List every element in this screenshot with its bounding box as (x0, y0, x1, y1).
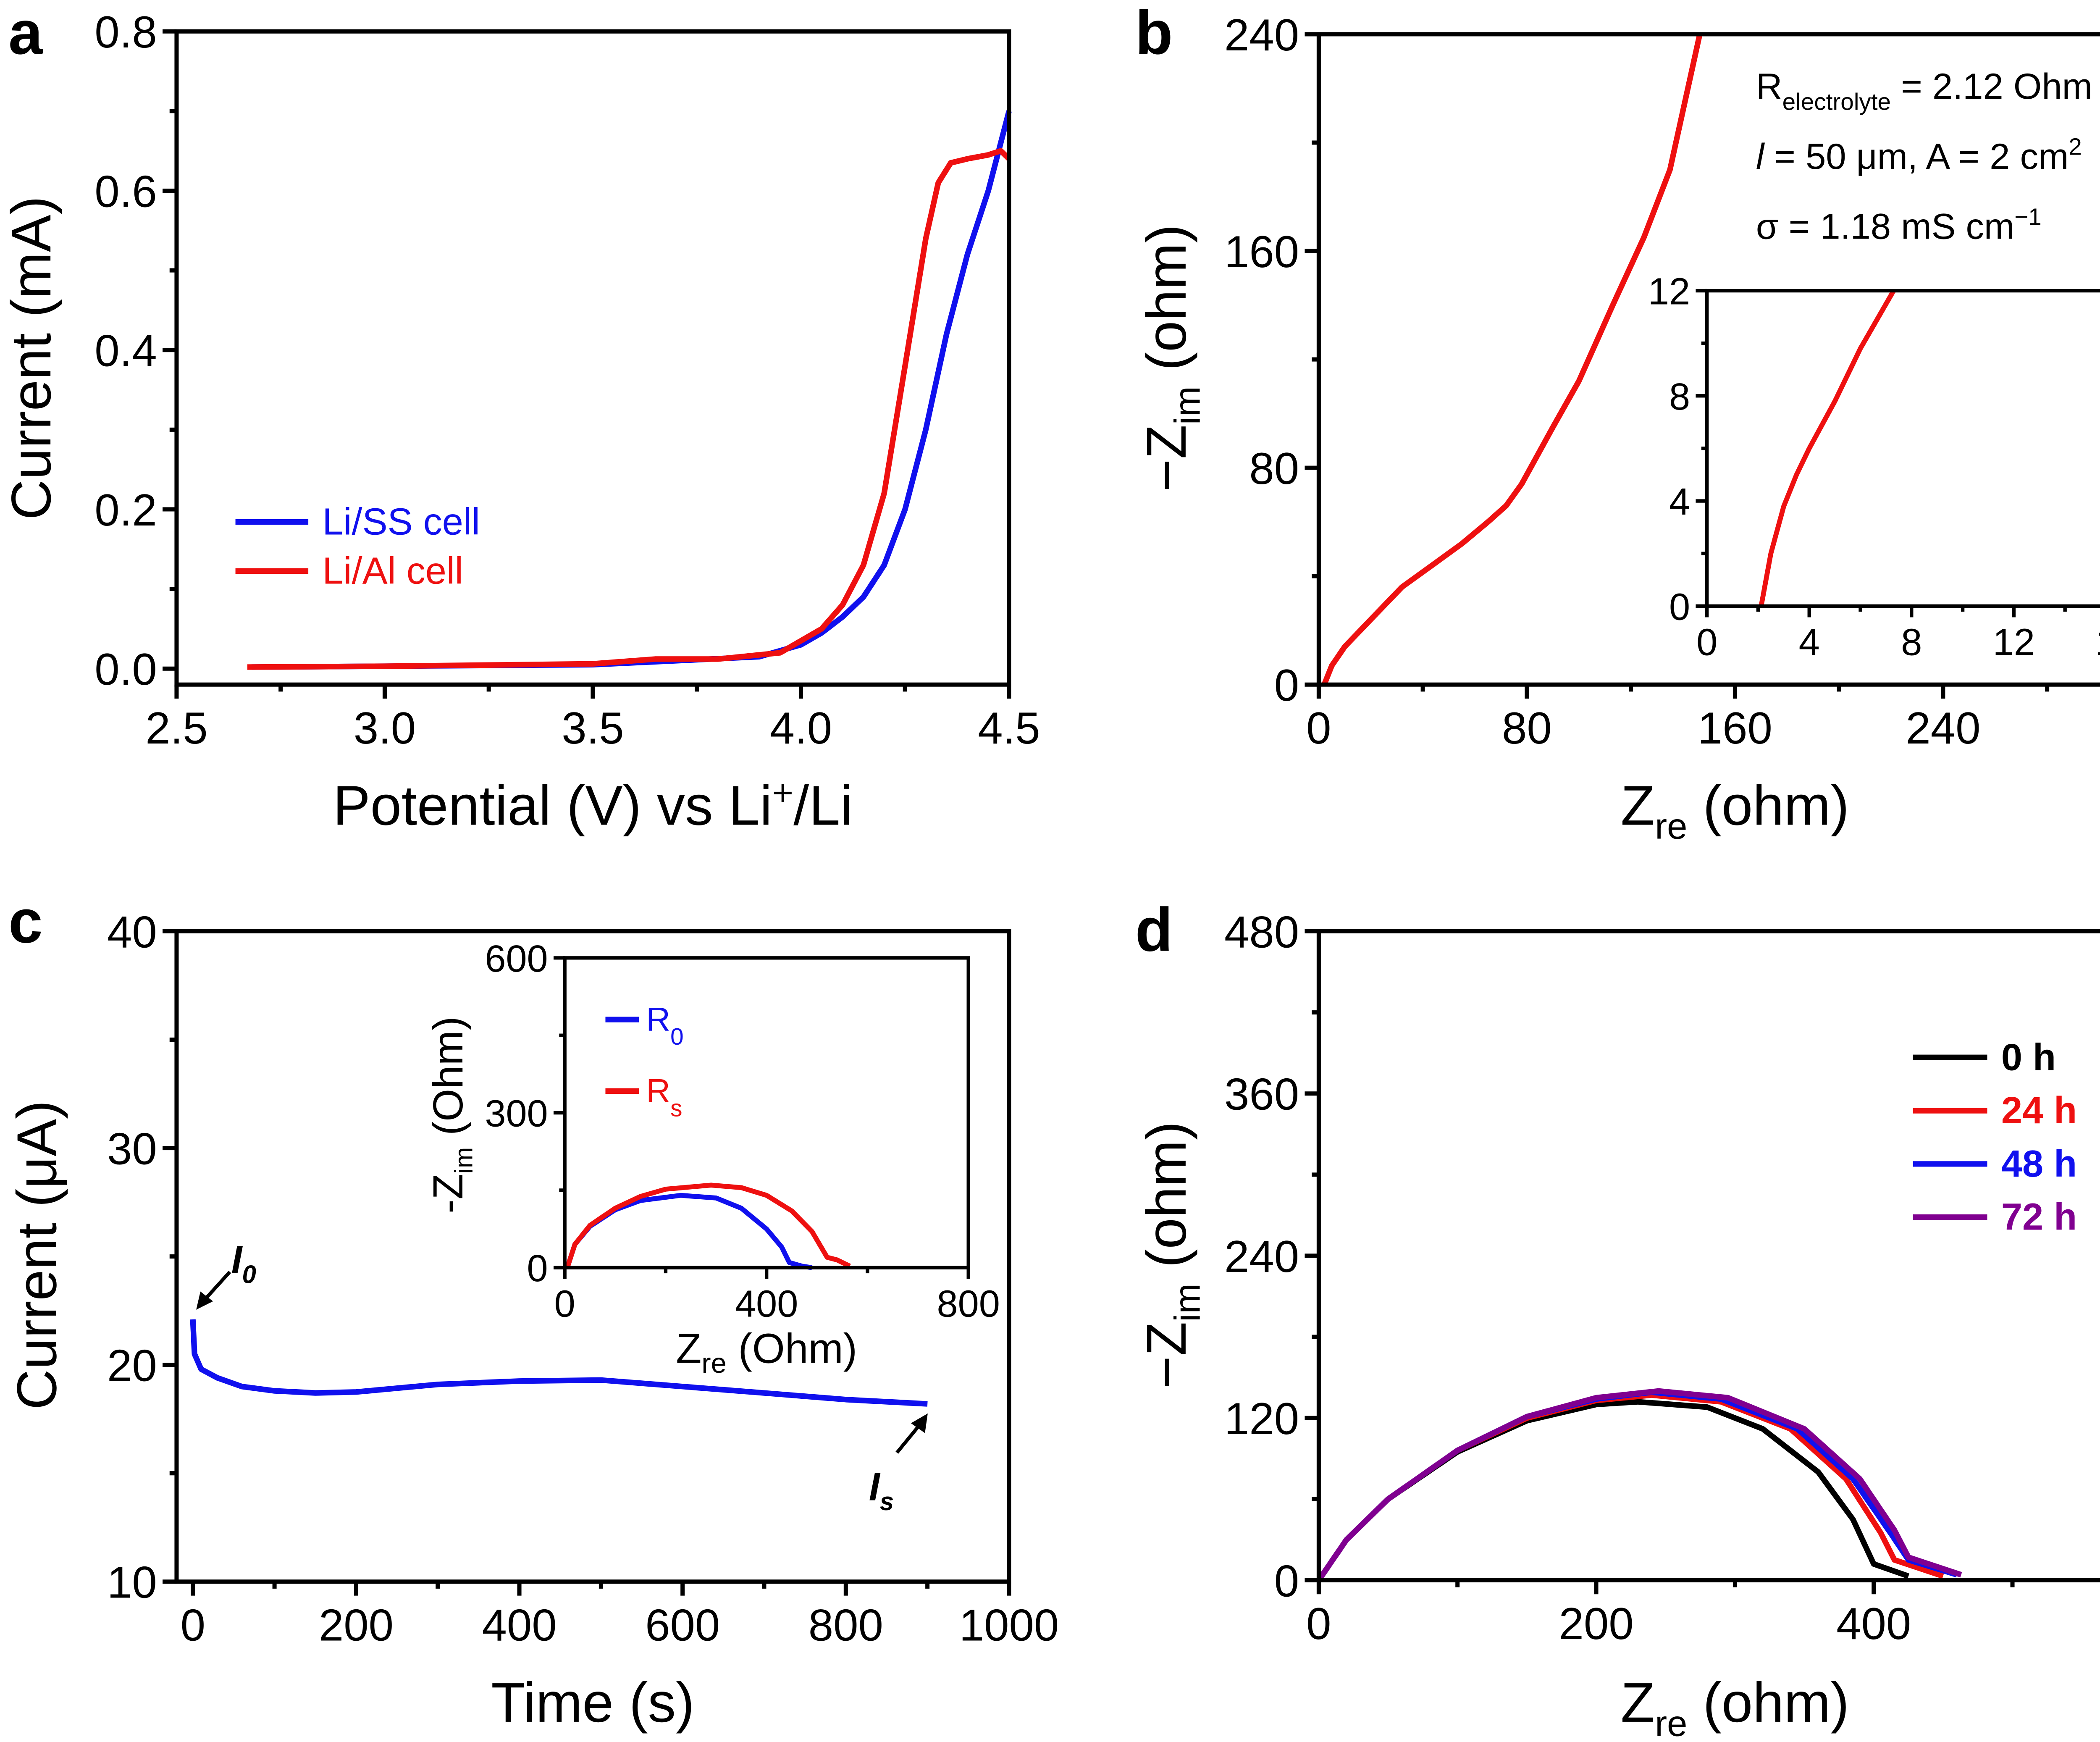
c-ylabel: Current (μA) (5, 1100, 68, 1410)
a-ylabel: Current (mA) (0, 196, 63, 520)
c-ytick-label: 30 (107, 1124, 157, 1174)
b-xtick-label: 240 (1906, 703, 1980, 753)
is-arrowhead (911, 1413, 928, 1433)
i0-arrowhead (196, 1291, 213, 1310)
b-inset-ytick-label: 4 (1669, 481, 1690, 523)
d-series-3 (1316, 1388, 1962, 1582)
c-xtick-label: 0 (181, 1600, 205, 1650)
legend-label-r0: R0 (646, 1001, 683, 1050)
c-inset-ylabel: -Zim (Ohm) (425, 1016, 478, 1213)
panel-letter-d: d (1135, 896, 1173, 964)
c-inset-ytick-label: 600 (485, 938, 548, 980)
legend-label-24h: 24 h (2001, 1089, 2077, 1132)
legend-label-li-al: Li/Al cell (322, 549, 463, 592)
c-ytick-label: 10 (107, 1557, 157, 1608)
c-inset-ytick-label: 300 (485, 1093, 548, 1135)
legend-label-0h: 0 h (2001, 1036, 2056, 1078)
d-ytick-label: 240 (1224, 1231, 1299, 1282)
a-ytick-label: 0.6 (94, 166, 157, 216)
i0-arrow (202, 1271, 231, 1303)
c-xtick-label: 200 (319, 1600, 394, 1650)
b-xtick-label: 0 (1306, 703, 1331, 753)
a-xtick-label: 4.5 (978, 703, 1040, 753)
panel-letter-b: b (1135, 0, 1173, 67)
d-xtick-label: 200 (1559, 1598, 1633, 1649)
d-ylabel: −Zim (ohm) (1135, 1121, 1208, 1389)
b-xtick-label: 80 (1502, 703, 1552, 753)
panel-letter-c: c (8, 887, 43, 956)
b-xlabel: Zre (ohm) (1621, 774, 1849, 846)
c-inset-xlabel: Zre (Ohm) (676, 1325, 857, 1379)
b-inset-xtick-label: 16 (2095, 621, 2100, 664)
a-xtick-label: 3.0 (354, 703, 416, 753)
b-annotation-conductivity: σ = 1.18 mS cm−1 (1756, 204, 2042, 247)
c-xtick-label: 800 (808, 1600, 883, 1650)
b-annotation-resistance: Relectrolyte = 2.12 Ohm (1756, 66, 2092, 116)
c-inset-series-1 (565, 1182, 851, 1269)
legend-label-72h: 72 h (2001, 1196, 2077, 1238)
c-inset-xtick-label: 400 (735, 1283, 798, 1325)
i0-label: I0 (231, 1238, 256, 1288)
b-annotation-geometry: l = 50 μm, A = 2 cm2 (1756, 134, 2082, 176)
b-inset-series-0 (1759, 289, 1896, 607)
a-ytick-label: 0.2 (94, 485, 157, 535)
b-inset-xtick-label: 8 (1901, 621, 1922, 664)
d-legend: 0 h 24 h 48 h 72 h (1913, 1036, 2077, 1238)
c-ytick-label: 20 (107, 1340, 157, 1391)
b-inset-ytick-label: 12 (1648, 271, 1690, 313)
a-xtick-label: 2.5 (145, 703, 207, 753)
c-inset-ytick-label: 0 (527, 1247, 548, 1290)
legend-label-li-ss: Li/SS cell (322, 501, 480, 543)
d-ytick-label: 0 (1274, 1555, 1299, 1606)
d-ytick-label: 480 (1224, 906, 1299, 957)
c-ytick-label: 40 (107, 906, 157, 957)
c-series-0 (190, 1319, 928, 1407)
a-ytick-label: 0.8 (94, 7, 157, 57)
c-xtick-label: 1000 (959, 1600, 1059, 1650)
c-xlabel: Time (s) (491, 1671, 694, 1734)
a-xtick-label: 3.5 (562, 703, 624, 753)
legend-label-rs: Rs (646, 1072, 682, 1122)
b-ytick-label: 160 (1224, 226, 1299, 277)
b-series-0 (1321, 34, 1703, 686)
b-inset-xtick-label: 4 (1799, 621, 1820, 664)
d-ytick-label: 360 (1224, 1069, 1299, 1119)
a-frame (174, 29, 1011, 687)
a-ytick-label: 0.4 (94, 326, 157, 376)
a-series-1 (247, 148, 1011, 670)
c-inset-xtick-label: 0 (554, 1283, 575, 1325)
b-inset-ytick-label: 0 (1669, 586, 1690, 628)
b-ytick-label: 80 (1249, 443, 1299, 494)
c-inset-xtick-label: 800 (937, 1283, 1000, 1325)
b-inset-ytick-label: 8 (1669, 376, 1690, 418)
a-xtick-label: 4.0 (770, 703, 832, 753)
c-xtick-label: 600 (645, 1600, 720, 1650)
panel-letter-a: a (8, 0, 43, 67)
d-xtick-label: 0 (1306, 1598, 1331, 1649)
b-ytick-label: 0 (1274, 660, 1299, 710)
b-xtick-label: 160 (1698, 703, 1772, 753)
b-inset-xtick-label: 12 (1993, 621, 2035, 664)
d-xlabel: Zre (ohm) (1621, 1671, 1849, 1742)
a-ytick-label: 0.0 (94, 644, 157, 694)
c-xtick-label: 400 (482, 1600, 556, 1650)
b-inset-xtick-label: 0 (1696, 621, 1717, 664)
d-xtick-label: 400 (1836, 1598, 1911, 1649)
b-ylabel: −Zim (ohm) (1135, 224, 1208, 492)
d-ytick-label: 120 (1224, 1393, 1299, 1444)
b-ytick-label: 240 (1224, 10, 1299, 60)
a-xlabel: Potential (V) vs Li+/Li (333, 772, 853, 837)
is-label: Is (869, 1465, 894, 1516)
legend-label-48h: 48 h (2001, 1143, 2077, 1185)
